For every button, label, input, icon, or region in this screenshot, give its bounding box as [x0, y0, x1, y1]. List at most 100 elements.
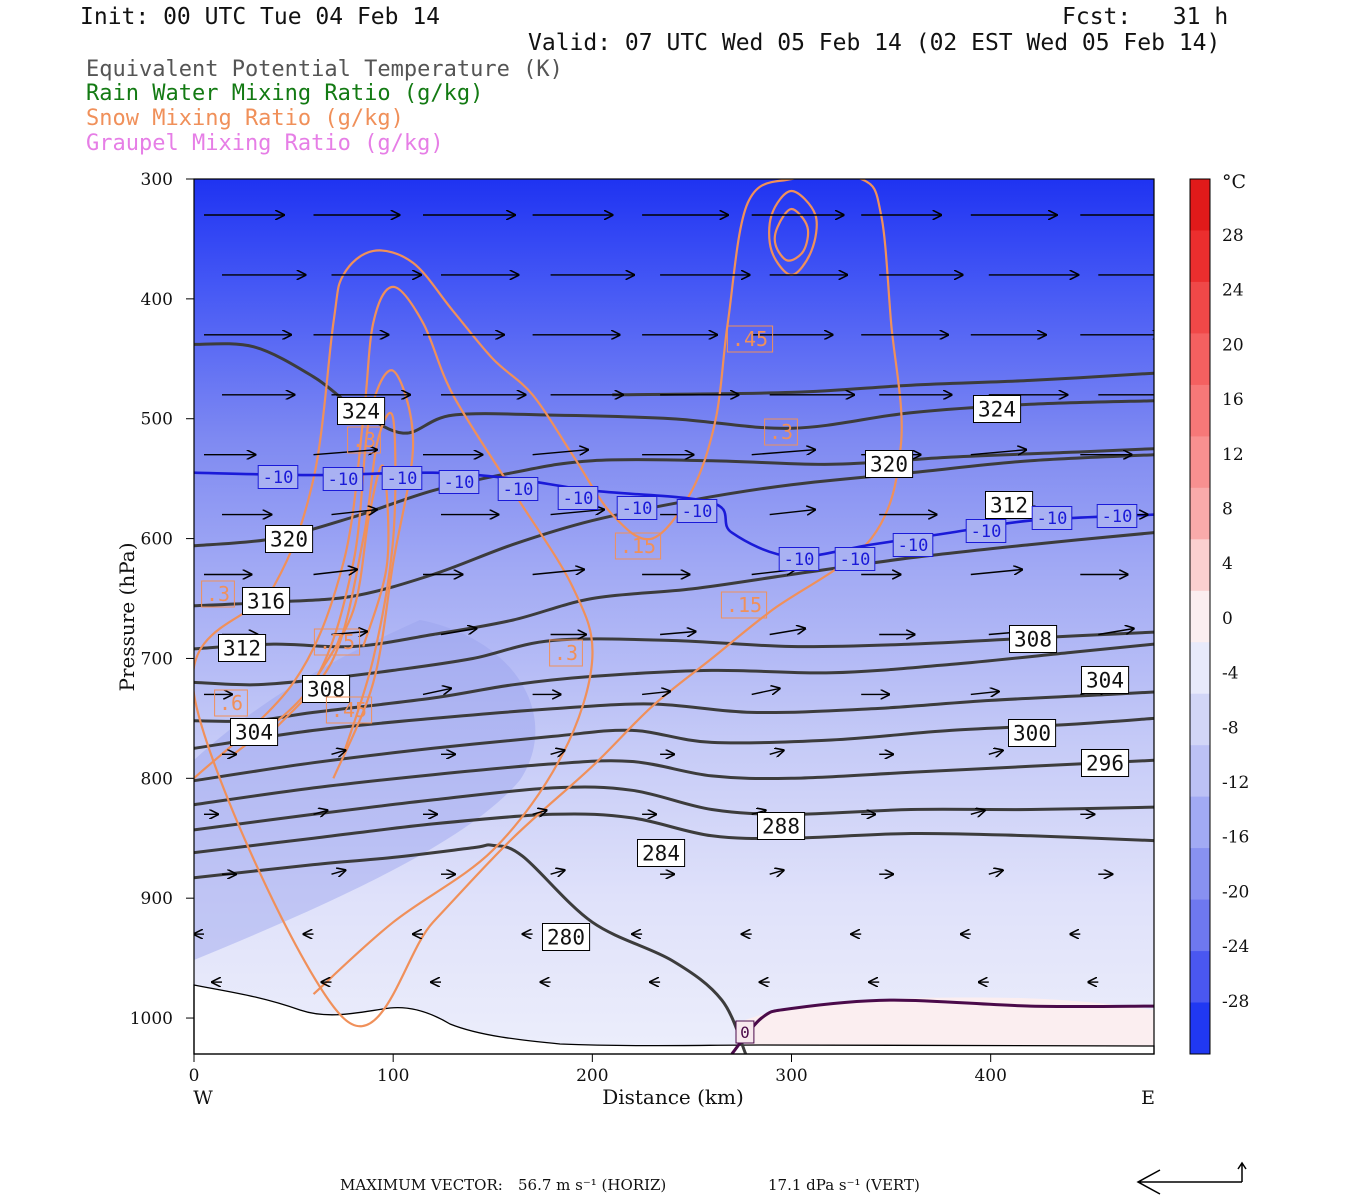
max-vector-label: MAXIMUM VECTOR:	[340, 1176, 503, 1194]
wind-vector	[769, 750, 784, 754]
terrain-layer	[193, 984, 1155, 1055]
y-tick-label: 500	[141, 410, 173, 430]
isotherm-label-minus-10: -10	[497, 477, 539, 501]
isotherm-label-minus-10-text: -10	[563, 489, 594, 509]
isotherm-label-0-text: 0	[740, 1023, 750, 1042]
theta-e-contour-288	[194, 785, 1154, 832]
colorbar-segment	[1190, 487, 1210, 540]
theta-label-304-text: 304	[1086, 669, 1124, 693]
snow-contour-5	[768, 189, 818, 277]
snow-contour-3	[272, 411, 397, 755]
theta-label-324-text: 324	[978, 398, 1016, 422]
colorbar-tick-label: -4	[1222, 664, 1239, 684]
theta-label-316-text: 316	[247, 590, 285, 614]
x-tick-label: 100	[377, 1066, 409, 1086]
colorbar-tick-label: -28	[1222, 992, 1249, 1012]
colorbar-segment	[1190, 436, 1210, 489]
wind-vector	[769, 870, 784, 874]
theta-e-contour-312	[194, 531, 1154, 651]
snow-label-3-text: .3	[554, 641, 578, 665]
colorbar-segment	[1190, 179, 1210, 231]
wind-vector	[988, 750, 1003, 754]
wind-vector	[422, 688, 451, 696]
theta-label-312: 312	[985, 491, 1034, 519]
theta-label-304: 304	[1081, 666, 1130, 694]
wind-vector	[313, 570, 357, 575]
colorbar-tick-label: 20	[1222, 335, 1244, 355]
isotherm-label-minus-10: -10	[834, 547, 876, 571]
wind-vector	[1098, 629, 1134, 636]
theta-label-320-text: 320	[270, 528, 308, 552]
wind-vector	[532, 570, 584, 575]
cold-band	[194, 620, 536, 960]
colorbar-segment	[1190, 796, 1210, 849]
theta-e-contour-300	[194, 690, 1154, 750]
wind-vector	[331, 750, 346, 754]
snow-contour-4	[312, 464, 390, 683]
theta-label-280: 280	[542, 923, 591, 951]
colorbar-tick-label: 16	[1222, 390, 1244, 410]
colorbar-segment	[1190, 693, 1210, 746]
wind-vector	[751, 688, 780, 696]
theta-label-324: 324	[973, 395, 1022, 423]
theta-e-contour-320	[194, 447, 1154, 548]
shaded-temperature	[194, 179, 1154, 1054]
wind-vector	[532, 810, 547, 814]
isotherm-label-minus-10-text: -10	[503, 480, 534, 500]
colorbar-segment	[1190, 333, 1210, 386]
wind-vector	[550, 750, 565, 754]
theta-label-312-text: 312	[990, 494, 1028, 518]
snow-label-5-text: .3	[769, 420, 793, 444]
theta-label-316: 316	[242, 587, 291, 615]
snow-contour-2	[233, 369, 415, 779]
snow-label-8: .3	[201, 580, 235, 608]
forecast-hour: Fcst: 31 h	[1062, 4, 1229, 30]
isotherm-label-minus-10: -10	[892, 533, 934, 557]
snow-label-9: .3	[347, 426, 381, 454]
snow-label-4: .45	[726, 325, 774, 353]
wind-vector	[970, 570, 1022, 575]
isotherm-label-minus-10-text: -10	[1102, 507, 1133, 527]
contour-labels: 324 320 316 312 308 304 300 296 288 284 280 324 320 3…	[201, 325, 1138, 1044]
theta-e-contour-324	[194, 342, 1154, 435]
isotherm-label-minus-10: -10	[616, 496, 658, 520]
colorbar-tick-label: 8	[1222, 500, 1233, 520]
wind-vector	[440, 629, 477, 636]
snow-label-9-text: .3	[352, 428, 376, 452]
warm-bubble	[745, 997, 1154, 1054]
theta-label-324-text: 324	[342, 400, 380, 424]
terrain	[193, 984, 1155, 1055]
snow-label-7-text: .15	[620, 534, 656, 558]
legend-rain: Rain Water Mixing Ratio (g/kg)	[86, 81, 484, 106]
wind-vector	[642, 691, 670, 694]
y-axis-label: Pressure (hPa)	[115, 543, 139, 692]
legend-graupel: Graupel Mixing Ratio (g/kg)	[86, 131, 444, 156]
theta-label-320: 320	[865, 450, 914, 478]
init-time: Init: 00 UTC Tue 04 Feb 14	[80, 4, 441, 30]
theta-label-288-text: 288	[762, 815, 800, 839]
x-tick-label: 0	[189, 1066, 200, 1086]
colorbar-segment	[1190, 951, 1210, 1004]
snow-contour-1	[194, 285, 594, 995]
snow-contour-0	[194, 179, 903, 1028]
theta-label-296-text: 296	[1086, 752, 1124, 776]
wind-vector	[532, 450, 588, 456]
y-axis: 300 400 500 600 700 800 900 1000	[130, 170, 194, 1029]
wind-vector	[313, 450, 377, 456]
snow-label-2-text: .6	[219, 691, 243, 715]
theta-label-308-text: 308	[1014, 628, 1052, 652]
isotherm-0	[730, 998, 1154, 1054]
wind-vector	[988, 870, 1003, 874]
isotherm-label-minus-10-text: -10	[898, 536, 929, 556]
theta-label-280-text: 280	[547, 926, 585, 950]
theta-label-308: 308	[1009, 625, 1058, 653]
snow-label-0: .75	[313, 628, 361, 656]
isotherm-label-minus-10: -10	[257, 465, 299, 489]
wind-vector	[550, 870, 565, 874]
theta-e-contour-304	[194, 642, 1154, 723]
colorbar-tick-label: -20	[1222, 882, 1249, 902]
snow-label-7: .15	[614, 532, 662, 560]
snow-label-3: .3	[549, 639, 583, 667]
theta-label-288: 288	[757, 812, 806, 840]
